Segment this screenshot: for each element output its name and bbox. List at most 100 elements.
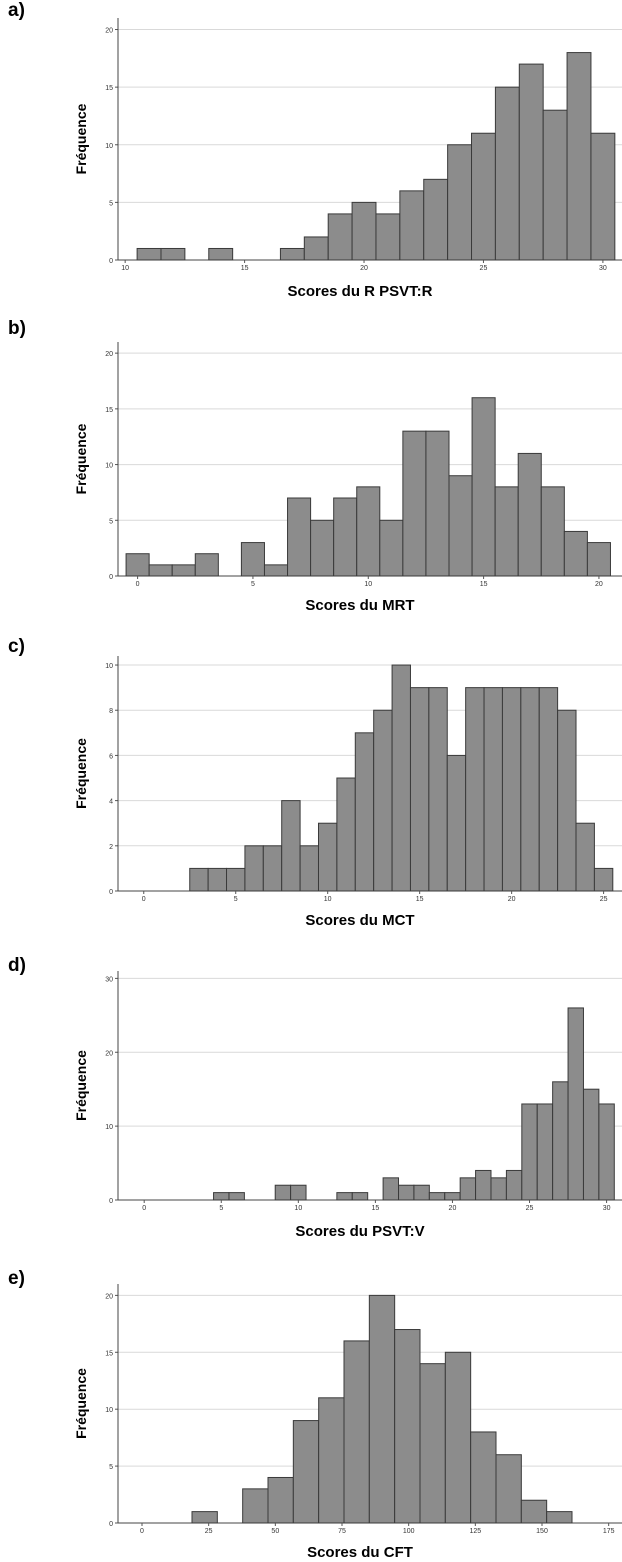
- histogram-bar: [379, 519, 404, 577]
- histogram-bar: [213, 1192, 230, 1201]
- histogram-bar: [281, 800, 301, 892]
- x-tick-label: 20: [508, 896, 516, 903]
- histogram-bar: [517, 452, 542, 577]
- y-tick-label: 15: [105, 85, 113, 92]
- y-tick-label: 6: [109, 753, 113, 760]
- histogram-bar: [375, 213, 401, 261]
- histogram-bar: [373, 709, 393, 892]
- x-tick-label: 0: [136, 581, 140, 588]
- y-tick-label: 8: [109, 708, 113, 715]
- x-axis-title: Scores du R PSVT:R: [287, 283, 432, 300]
- histogram-bar: [327, 213, 353, 261]
- histogram-bar: [356, 486, 381, 577]
- histogram-bar: [494, 86, 520, 261]
- y-tick-label: 10: [105, 663, 113, 670]
- histogram-bar: [287, 497, 312, 577]
- x-axis-title: Scores du MCT: [305, 912, 414, 929]
- histogram-bar: [398, 1184, 415, 1201]
- histogram-bar: [368, 1294, 396, 1524]
- histogram-bar: [582, 1088, 600, 1201]
- x-tick-label: 10: [324, 896, 332, 903]
- x-tick-label: 75: [338, 1528, 346, 1535]
- x-tick-label: 0: [142, 1205, 146, 1212]
- histogram-bar: [317, 822, 338, 892]
- histogram-bar: [598, 1103, 615, 1201]
- histogram-bar: [520, 1499, 548, 1524]
- histogram-bar: [542, 109, 568, 261]
- histogram-bar: [425, 430, 450, 577]
- histogram-bar: [290, 1184, 307, 1201]
- histogram-bar: [459, 1177, 477, 1201]
- histogram-bar: [351, 1192, 369, 1201]
- histogram-bar: [448, 475, 473, 577]
- histogram-bar: [419, 1363, 446, 1524]
- y-tick-label: 20: [105, 351, 113, 358]
- histogram-bar: [444, 1192, 461, 1201]
- histogram-bar: [208, 247, 234, 261]
- y-axis-title: Fréquence: [73, 103, 89, 174]
- histogram-bar: [518, 63, 544, 261]
- histogram-bar: [263, 564, 289, 577]
- histogram-bar: [382, 1177, 400, 1201]
- histogram-bar: [299, 845, 319, 892]
- y-tick-label: 20: [105, 28, 113, 35]
- histogram-bar: [191, 1511, 218, 1524]
- y-tick-label: 4: [109, 799, 113, 806]
- histogram-bar: [552, 1081, 569, 1201]
- histogram-bar: [274, 1184, 292, 1201]
- histogram-bar: [336, 1192, 353, 1201]
- histogram-bar: [490, 1177, 507, 1201]
- histogram-bar: [394, 1329, 421, 1524]
- histogram-bar: [409, 687, 430, 892]
- histogram-bar: [520, 687, 540, 892]
- histogram-bar: [557, 709, 577, 892]
- histogram-bar: [402, 430, 427, 577]
- x-tick-label: 10: [294, 1205, 302, 1212]
- x-tick-label: 20: [360, 265, 368, 272]
- histogram-bar: [428, 687, 448, 892]
- histogram-bar: [586, 542, 611, 577]
- y-tick-label: 20: [105, 1293, 113, 1300]
- histogram-bar: [505, 1169, 523, 1201]
- histogram-bar: [318, 1397, 345, 1524]
- histogram-bar: [267, 1476, 294, 1524]
- x-tick-label: 30: [599, 265, 607, 272]
- histogram-bar: [575, 822, 595, 892]
- x-tick-label: 100: [403, 1528, 415, 1535]
- histogram-bar: [244, 845, 264, 892]
- histogram-bar: [444, 1351, 472, 1524]
- histogram-bar: [343, 1340, 370, 1524]
- y-tick-label: 20: [105, 1050, 113, 1057]
- x-tick-label: 50: [271, 1528, 279, 1535]
- y-tick-label: 5: [109, 200, 113, 207]
- histogram-bar: [470, 1431, 497, 1524]
- y-tick-label: 10: [105, 463, 113, 470]
- histogram-bar: [590, 132, 616, 261]
- histogram-bar: [447, 144, 473, 261]
- histogram-bar: [125, 553, 150, 577]
- histogram-c: 0 2 4 6 8 10 0 5 10 15 20 25 Scores du MCT Fréquence: [73, 656, 622, 929]
- x-tick-label: 5: [219, 1205, 223, 1212]
- y-tick-label: 0: [109, 889, 113, 896]
- histogram-bar: [226, 867, 246, 892]
- histogram-bar: [171, 564, 196, 577]
- histogram-bar: [471, 397, 496, 577]
- histogram-bar: [310, 519, 335, 577]
- histogram-panel-e: e) 0 5 10 15 20 0 25 50 75 100 125 150 175 Scores du …: [0, 1268, 622, 1562]
- histogram-b: 0 5 10 15 20 0 5 10 15 20 Scores du MRT Fréquence: [73, 342, 622, 614]
- histogram-bar: [228, 1192, 245, 1201]
- x-tick-label: 150: [536, 1528, 548, 1535]
- y-tick-label: 0: [109, 574, 113, 581]
- y-tick-label: 10: [105, 143, 113, 150]
- histogram-bar: [292, 1420, 320, 1524]
- x-axis-title: Scores du PSVT:V: [295, 1223, 424, 1240]
- x-tick-label: 0: [142, 896, 146, 903]
- histogram-bar: [567, 1007, 584, 1201]
- x-tick-label: 25: [205, 1528, 213, 1535]
- histogram-bar: [428, 1192, 446, 1201]
- histogram-bar: [495, 1454, 522, 1524]
- x-tick-label: 15: [241, 265, 249, 272]
- histogram-bar: [262, 845, 283, 892]
- y-tick-label: 10: [105, 1124, 113, 1131]
- panel-label-e: e): [8, 1268, 25, 1289]
